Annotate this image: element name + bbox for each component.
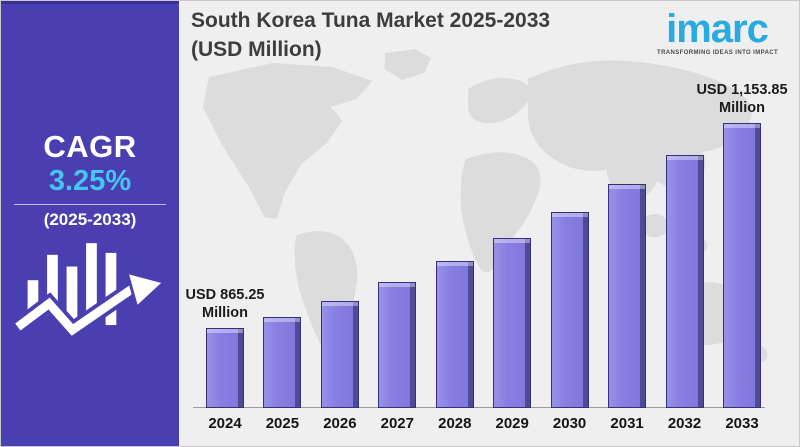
- chart-area: South Korea Tuna Market 2025-2033 (USD Mi…: [179, 1, 799, 446]
- x-tick-2031: 2031: [610, 415, 644, 432]
- growth-chart-arrow-icon: [12, 229, 168, 347]
- x-tick-2032: 2032: [667, 415, 702, 432]
- cagr-period: (2025-2033): [43, 210, 137, 230]
- growth-chart-arrow-svg: [12, 243, 168, 341]
- bar-2028: [435, 260, 474, 408]
- bar-2029: [493, 237, 532, 408]
- chart-title-line1: South Korea Tuna Market 2025-2033: [191, 9, 551, 32]
- bar-2025: [263, 316, 302, 408]
- bar-2031: [608, 184, 647, 408]
- x-tick-2026: 2026: [323, 415, 357, 432]
- cagr-block: CAGR 3.25% (2025-2033): [1, 129, 179, 230]
- imarc-logo-tagline: TRANSFORMING IDEAS INTO IMPACT: [657, 50, 779, 56]
- data-label-2024: USD 865.25 Million: [185, 286, 265, 321]
- cagr-divider: [14, 204, 166, 206]
- x-tick-2025: 2025: [265, 415, 300, 432]
- bar-2030: [550, 212, 589, 408]
- x-tick-2033: 2033: [725, 415, 759, 432]
- bar-2024: [206, 328, 244, 408]
- bar-2026: [320, 300, 359, 408]
- x-tick-2028: 2028: [438, 415, 472, 432]
- imarc-logo: imarc TRANSFORMING IDEAS INTO IMPACT: [657, 7, 779, 56]
- x-tick-2029: 2029: [495, 415, 529, 432]
- imarc-logo-wordmark: imarc: [666, 7, 769, 51]
- bar-2027: [378, 282, 417, 408]
- cagr-value: 3.25%: [48, 164, 132, 197]
- x-tick-2024: 2024: [208, 415, 242, 432]
- x-tick-2030: 2030: [552, 415, 587, 432]
- data-label-2033: USD 1,153.85 Million: [696, 81, 788, 116]
- bar-2032: [665, 154, 704, 408]
- x-axis-line: [193, 406, 765, 408]
- chart-title-line2: (USD Million): [191, 37, 322, 61]
- x-tick-2027: 2027: [380, 415, 414, 432]
- sidebar: CAGR 3.25% (2025-2033): [1, 1, 179, 446]
- cagr-label: CAGR: [43, 129, 137, 164]
- bar-2033: [723, 123, 761, 408]
- chart-title: South Korea Tuna Market 2025-2033 (USD Mi…: [191, 7, 550, 65]
- bar-chart: 2024 2025 2026 2027 2028 2029 2030 2031 2032 2033…: [179, 1, 799, 446]
